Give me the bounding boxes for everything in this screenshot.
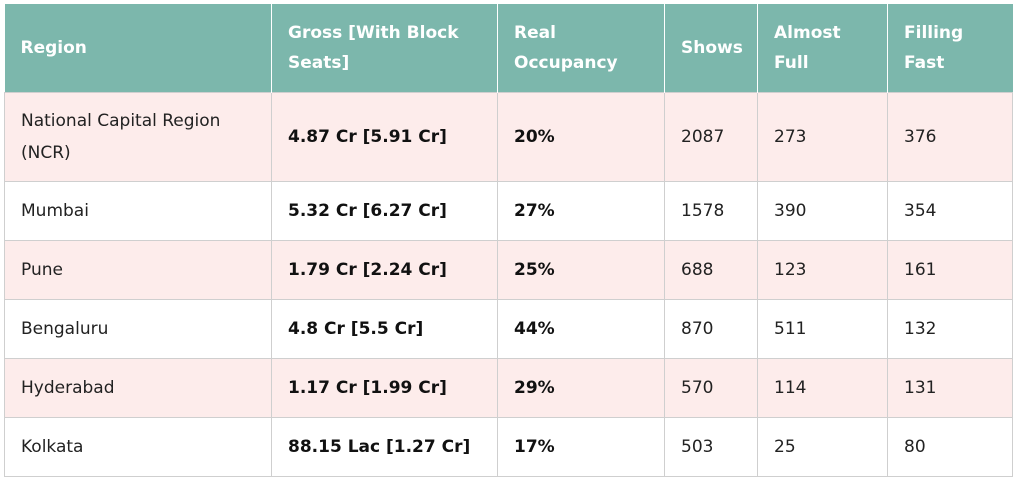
table-row: National Capital Region (NCR) 4.87 Cr [5… [4,92,1013,182]
header-shows: Shows [664,4,758,93]
box-office-table: Region Gross [With Block Seats] Real Occ… [4,4,1013,477]
header-real-occupancy: Real Occupancy [497,4,665,93]
cell-region: National Capital Region (NCR) [4,92,272,182]
cell-region: Hyderabad [4,358,272,418]
cell-shows: 2087 [664,92,758,182]
cell-region: Mumbai [4,181,272,241]
cell-gross: 88.15 Lac [1.27 Cr] [271,417,498,477]
table-row: Bengaluru 4.8 Cr [5.5 Cr] 44% 870 511 13… [4,299,1013,359]
table-row: Hyderabad 1.17 Cr [1.99 Cr] 29% 570 114 … [4,358,1013,418]
cell-filling-fast: 376 [887,92,1013,182]
cell-shows: 870 [664,299,758,359]
header-almost-full: Almost Full [757,4,888,93]
cell-shows: 1578 [664,181,758,241]
cell-region: Bengaluru [4,299,272,359]
cell-region: Pune [4,240,272,300]
cell-occupancy: 25% [497,240,665,300]
table-row: Kolkata 88.15 Lac [1.27 Cr] 17% 503 25 8… [4,417,1013,477]
header-gross: Gross [With Block Seats] [271,4,498,93]
cell-gross: 1.79 Cr [2.24 Cr] [271,240,498,300]
cell-gross: 4.87 Cr [5.91 Cr] [271,92,498,182]
cell-occupancy: 17% [497,417,665,477]
cell-almost-full: 390 [757,181,888,241]
cell-filling-fast: 354 [887,181,1013,241]
cell-gross: 5.32 Cr [6.27 Cr] [271,181,498,241]
cell-region: Kolkata [4,417,272,477]
table-container: Region Gross [With Block Seats] Real Occ… [4,4,1013,477]
cell-filling-fast: 131 [887,358,1013,418]
cell-gross: 4.8 Cr [5.5 Cr] [271,299,498,359]
cell-shows: 688 [664,240,758,300]
cell-occupancy: 44% [497,299,665,359]
header-region: Region [4,4,272,93]
cell-occupancy: 20% [497,92,665,182]
table-header-row: Region Gross [With Block Seats] Real Occ… [4,4,1013,93]
cell-occupancy: 29% [497,358,665,418]
cell-filling-fast: 132 [887,299,1013,359]
cell-occupancy: 27% [497,181,665,241]
cell-shows: 503 [664,417,758,477]
cell-shows: 570 [664,358,758,418]
table-row: Mumbai 5.32 Cr [6.27 Cr] 27% 1578 390 35… [4,181,1013,241]
table-row: Pune 1.79 Cr [2.24 Cr] 25% 688 123 161 [4,240,1013,300]
cell-almost-full: 25 [757,417,888,477]
cell-gross: 1.17 Cr [1.99 Cr] [271,358,498,418]
header-filling-fast: Filling Fast [887,4,1013,93]
cell-filling-fast: 80 [887,417,1013,477]
cell-almost-full: 273 [757,92,888,182]
cell-almost-full: 511 [757,299,888,359]
cell-filling-fast: 161 [887,240,1013,300]
cell-almost-full: 114 [757,358,888,418]
cell-almost-full: 123 [757,240,888,300]
